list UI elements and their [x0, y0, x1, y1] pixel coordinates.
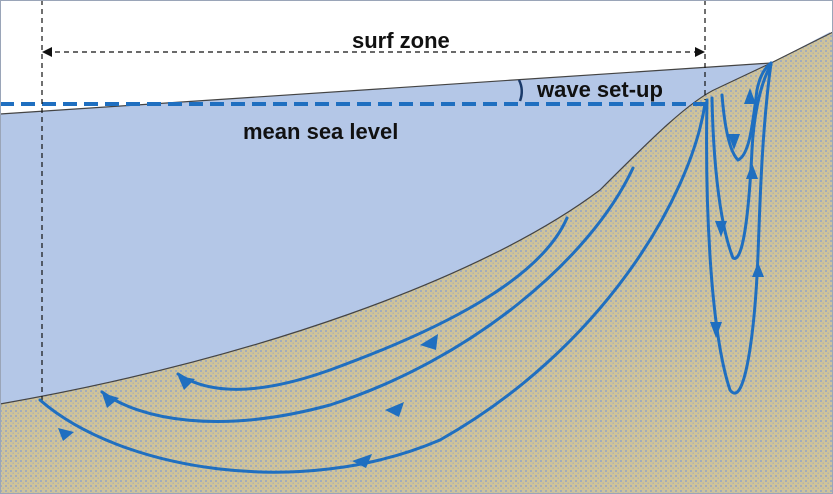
flow-lines — [38, 61, 773, 474]
arrow-head-icon — [728, 134, 740, 150]
arrow-head-icon — [744, 88, 756, 104]
arrow-head-icon — [178, 376, 195, 390]
arrow-head-icon — [58, 428, 74, 441]
arrow-head-icon — [102, 393, 119, 408]
arrow-head-icon — [420, 334, 438, 350]
surf-zone-label: surf zone — [352, 28, 450, 53]
seabed-sand — [0, 32, 833, 494]
flow-line-4 — [705, 61, 773, 395]
arrow-head-icon — [42, 47, 52, 57]
flow-line-2 — [100, 166, 635, 423]
arrow-head-icon — [746, 163, 758, 179]
wave-setup-label: wave set-up — [536, 77, 663, 102]
flow-line-1 — [176, 216, 569, 391]
arrow-head-icon — [710, 322, 722, 338]
flow-arrows — [58, 88, 764, 468]
flow-line-5 — [710, 63, 773, 260]
arrow-head-icon — [695, 47, 705, 57]
arrow-head-icon — [715, 221, 727, 237]
mean-sea-level-label: mean sea level — [243, 119, 398, 144]
arrow-head-icon — [352, 454, 372, 468]
seabed-outline — [0, 31, 833, 405]
arrow-head-icon — [752, 262, 764, 277]
flow-line-6 — [720, 61, 773, 162]
arrow-head-icon — [385, 402, 404, 417]
setup-angle-arc — [517, 79, 523, 102]
flow-line-3 — [38, 102, 707, 474]
